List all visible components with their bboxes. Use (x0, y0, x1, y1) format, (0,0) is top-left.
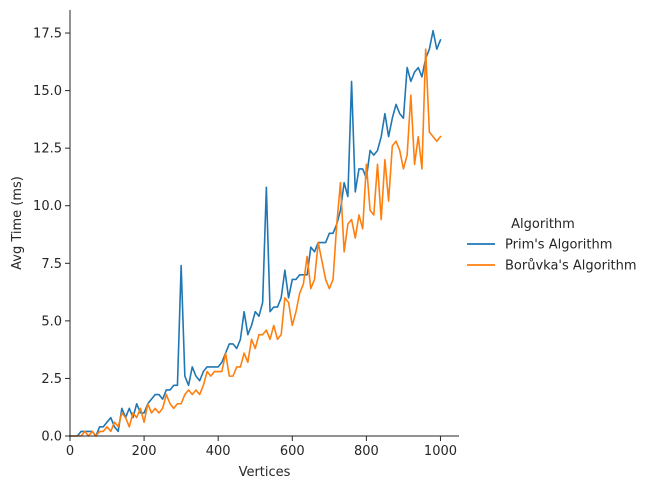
y-tick-label: 10.0 (33, 199, 62, 214)
x-tick-label: 0 (66, 444, 74, 459)
x-tick-label: 200 (132, 444, 157, 459)
y-tick-label: 2.5 (41, 372, 62, 387)
x-axis-ticks: 0 200 400 600 800 1000 (66, 436, 457, 459)
x-axis-title: Vertices (239, 465, 291, 480)
y-tick-label: 7.5 (41, 257, 62, 272)
legend: Algorithm Prim's Algorithm Borůvka's Algo… (467, 217, 637, 274)
series-line-boruvka (69, 48, 442, 437)
legend-label-prims: Prim's Algorithm (505, 238, 612, 253)
x-tick-label: 400 (206, 444, 231, 459)
series-layer (69, 29, 442, 437)
y-tick-label: 0.0 (41, 430, 62, 445)
y-tick-label: 17.5 (33, 27, 62, 42)
y-tick-label: 5.0 (41, 314, 62, 329)
legend-title: Algorithm (511, 217, 575, 232)
y-tick-label: 12.5 (33, 142, 62, 157)
x-tick-label: 600 (280, 444, 305, 459)
y-tick-label: 15.0 (33, 84, 62, 99)
legend-label-boruvka: Borůvka's Algorithm (505, 259, 637, 274)
x-tick-label: 800 (354, 444, 379, 459)
axes-layer (69, 10, 459, 437)
legend-items: Prim's Algorithm Borůvka's Algorithm (467, 238, 637, 274)
y-axis-title: Avg Time (ms) (10, 176, 25, 270)
series-line-prims (69, 29, 442, 437)
y-axis-ticks: 0.0 2.5 5.0 7.5 10.0 12.5 15.0 17.5 (33, 27, 70, 445)
x-tick-label: 1000 (424, 444, 457, 459)
